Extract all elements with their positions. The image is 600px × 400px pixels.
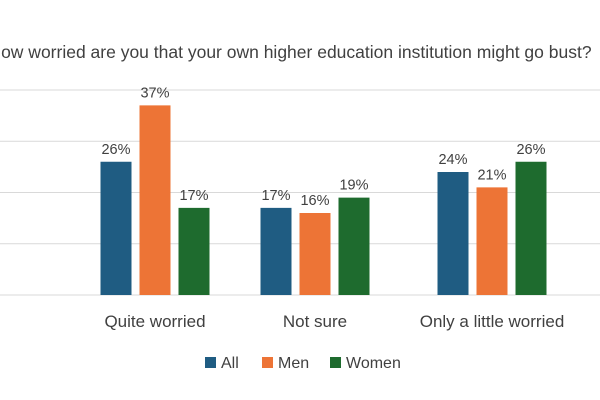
data-label-not-sure-all: 17%	[261, 188, 290, 204]
bar-quite-worried-women	[178, 207, 210, 295]
bar-not-sure-all	[260, 207, 292, 295]
data-label-only-a-little-worried-all: 24%	[438, 152, 467, 168]
bar-only-a-little-worried-all	[437, 172, 469, 295]
data-label-not-sure-women: 19%	[339, 178, 368, 194]
legend-label-all: All	[221, 355, 239, 372]
category-label-only-a-little-worried: Only a little worried	[420, 312, 565, 331]
chart-title: How worried are you that your own higher…	[0, 42, 592, 62]
bar-quite-worried-all	[100, 161, 132, 295]
data-label-not-sure-men: 16%	[300, 193, 329, 209]
category-label-quite-worried: Quite worried	[104, 312, 205, 331]
data-label-quite-worried-men: 37%	[140, 85, 169, 101]
legend-swatch-men	[262, 357, 273, 368]
category-label-not-sure: Not sure	[283, 312, 347, 331]
legend: All Men Women	[205, 355, 401, 372]
bar-only-a-little-worried-women	[515, 161, 547, 295]
legend-swatch-women	[330, 357, 341, 368]
data-label-quite-worried-women: 17%	[179, 188, 208, 204]
legend-swatch-all	[205, 357, 216, 368]
bar-not-sure-men	[299, 213, 331, 295]
data-labels: 7%26%37%17%17%16%19%24%21%26%	[101, 85, 545, 209]
data-label-only-a-little-worried-women: 26%	[516, 142, 545, 158]
data-label-only-a-little-worried-men: 21%	[477, 167, 506, 183]
data-label-quite-worried-all: 26%	[101, 142, 130, 158]
bar-quite-worried-men	[139, 105, 171, 295]
legend-label-men: Men	[278, 355, 309, 372]
bar-not-sure-women	[338, 197, 370, 295]
legend-label-women: Women	[346, 355, 401, 372]
bars	[100, 105, 547, 295]
bar-only-a-little-worried-men	[476, 187, 508, 295]
